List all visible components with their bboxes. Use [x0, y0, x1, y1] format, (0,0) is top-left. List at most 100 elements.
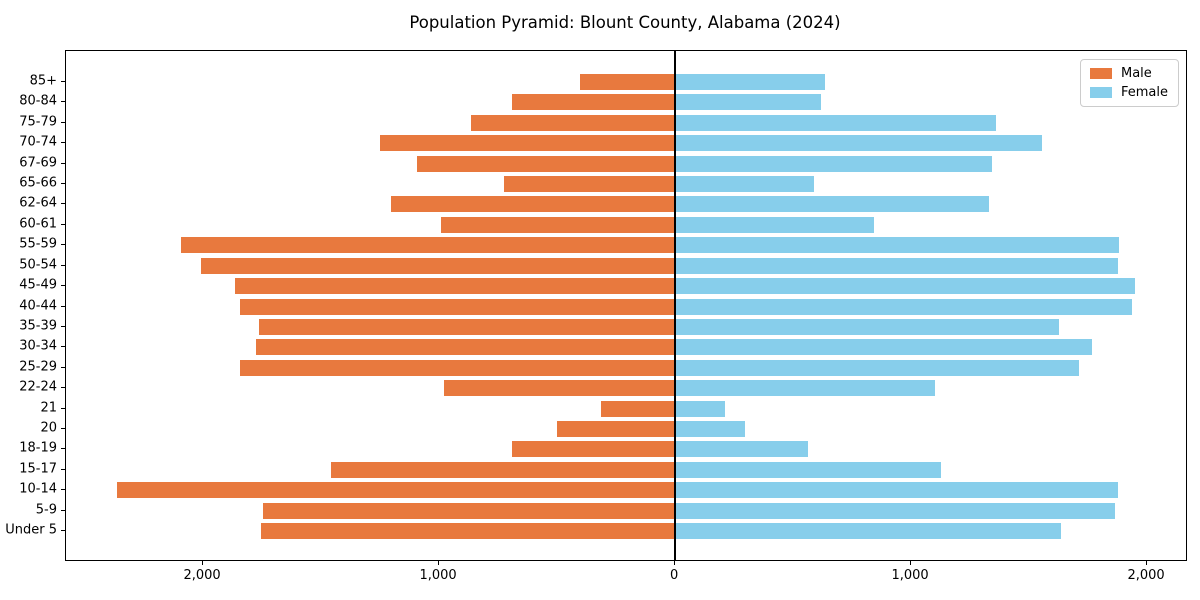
male-bar: [579, 74, 676, 90]
female-bar: [675, 176, 815, 193]
bars-layer: [66, 51, 1186, 560]
female-bar: [675, 94, 822, 111]
y-tick-mark: [61, 489, 65, 491]
zero-axis-line: [674, 51, 676, 560]
female-bar: [675, 420, 745, 437]
y-tick-label: 75-79: [19, 114, 57, 130]
y-tick-label: 35-39: [19, 318, 57, 334]
y-tick-mark: [61, 407, 65, 409]
y-tick-mark: [61, 509, 65, 511]
y-tick-mark: [61, 101, 65, 103]
female-bar: [675, 298, 1132, 315]
male-bar: [256, 339, 676, 356]
y-tick-label: 50-54: [19, 257, 57, 273]
plot-area: Male Female: [65, 50, 1187, 561]
x-tick-label: 1,000: [891, 568, 929, 583]
legend-item-male: Male: [1089, 66, 1168, 81]
y-tick-label: 45-49: [19, 277, 57, 293]
male-bar: [390, 196, 676, 213]
y-tick-mark: [61, 366, 65, 368]
male-bar: [258, 318, 676, 335]
male-bar: [600, 400, 676, 417]
y-tick-label: 65-66: [19, 175, 57, 191]
female-bar: [675, 502, 1116, 519]
y-tick-label: 62-64: [19, 195, 57, 211]
y-tick-mark: [61, 121, 65, 123]
x-tick-label: 0: [669, 568, 679, 583]
female-bar: [675, 216, 875, 233]
female-bar: [675, 114, 997, 131]
y-tick-mark: [61, 448, 65, 450]
x-tick-label: 2,000: [1127, 568, 1165, 583]
y-tick-mark: [61, 285, 65, 287]
male-bar: [239, 298, 676, 315]
male-color-swatch: [1089, 68, 1112, 79]
y-tick-label: 20: [40, 420, 57, 436]
male-bar: [443, 380, 676, 397]
x-tick-mark: [202, 561, 204, 565]
y-tick-mark: [61, 203, 65, 205]
y-tick-label: 22-24: [19, 379, 57, 395]
female-bar: [675, 74, 825, 90]
female-bar: [675, 400, 725, 417]
male-bar: [330, 461, 676, 478]
female-bar: [675, 523, 1061, 539]
y-tick-mark: [61, 346, 65, 348]
y-tick-label: 21: [40, 400, 57, 416]
female-bar: [675, 380, 935, 397]
female-bar: [675, 237, 1119, 254]
female-bar: [675, 318, 1059, 335]
male-bar: [512, 441, 676, 458]
male-bar: [116, 482, 676, 499]
female-bar: [675, 135, 1043, 152]
male-bar: [239, 359, 676, 376]
y-tick-label: 18-19: [19, 440, 57, 456]
female-bar: [675, 339, 1092, 356]
y-tick-label: 30-34: [19, 338, 57, 354]
y-tick-label: 85+: [29, 73, 57, 89]
female-color-swatch: [1089, 87, 1112, 98]
male-bar: [263, 502, 676, 519]
male-bar: [512, 94, 676, 111]
female-bar: [675, 257, 1118, 274]
male-bar: [200, 257, 676, 274]
y-tick-mark: [61, 223, 65, 225]
male-bar: [503, 176, 676, 193]
y-tick-label: 10-14: [19, 481, 57, 497]
female-bar: [675, 461, 941, 478]
legend-label-male: Male: [1120, 66, 1152, 81]
y-tick-mark: [61, 468, 65, 470]
y-tick-label: 55-59: [19, 236, 57, 252]
y-tick-mark: [61, 387, 65, 389]
x-tick-mark: [910, 561, 912, 565]
female-bar: [675, 359, 1079, 376]
legend-item-female: Female: [1089, 86, 1168, 99]
y-tick-label: 60-61: [19, 216, 57, 232]
male-bar: [260, 523, 676, 539]
y-tick-mark: [61, 530, 65, 531]
x-tick-mark: [1146, 561, 1148, 565]
male-bar: [557, 420, 676, 437]
y-tick-mark: [61, 244, 65, 246]
male-bar: [441, 216, 676, 233]
legend: Male Female: [1079, 59, 1179, 107]
y-tick-label: 40-44: [19, 298, 57, 313]
y-tick-mark: [61, 162, 65, 164]
x-tick-mark: [438, 561, 440, 565]
male-bar: [416, 155, 676, 172]
male-bar: [234, 278, 676, 295]
male-bar: [180, 237, 676, 254]
y-tick-label: Under 5: [5, 522, 57, 538]
male-bar: [380, 135, 676, 152]
y-tick-label: 70-74: [19, 134, 57, 150]
y-tick-mark: [61, 264, 65, 266]
y-tick-label: 15-17: [19, 461, 57, 477]
female-bar: [675, 155, 993, 172]
y-tick-label: 5-9: [35, 502, 57, 518]
y-tick-label: 67-69: [19, 155, 57, 171]
male-bar: [470, 114, 676, 131]
y-tick-mark: [61, 81, 65, 82]
female-bar: [675, 482, 1118, 499]
chart-title: Population Pyramid: Blount County, Alaba…: [409, 13, 841, 32]
